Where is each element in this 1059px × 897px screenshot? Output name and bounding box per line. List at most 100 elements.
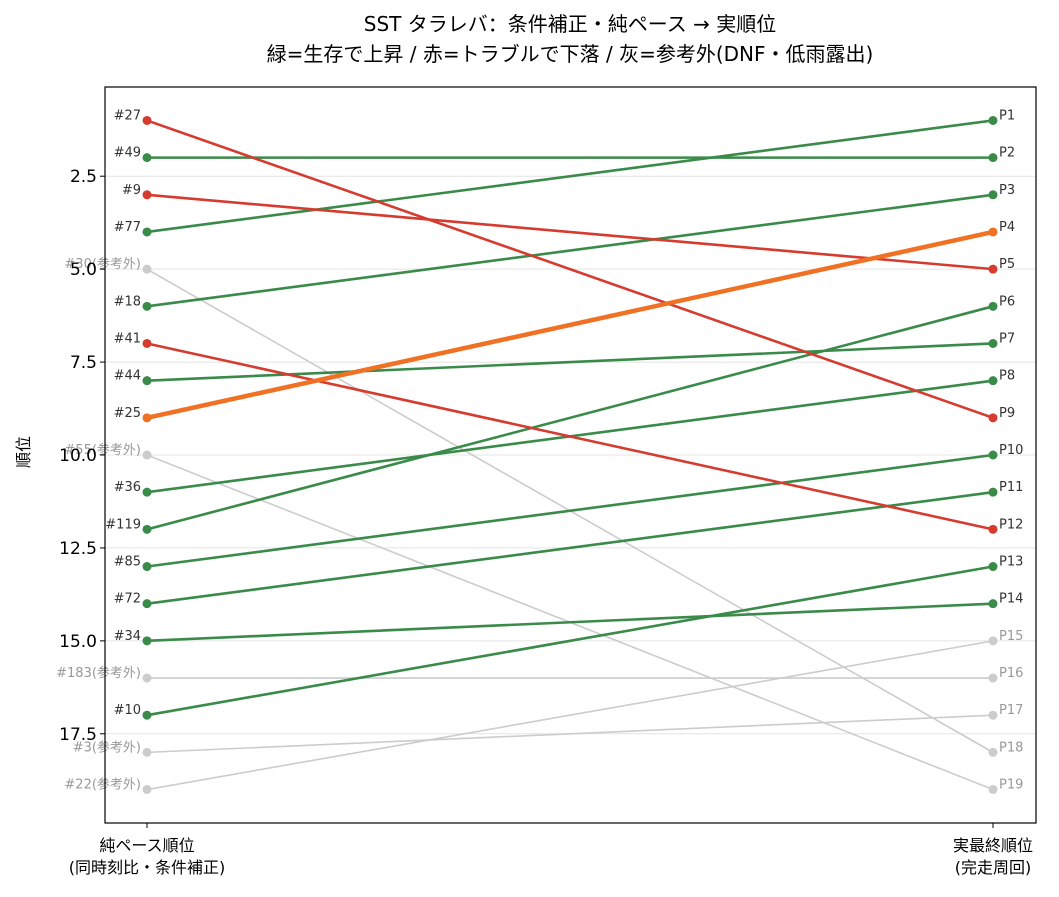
y-tick-label: 7.5 — [70, 353, 97, 373]
right-point-label: P11 — [999, 480, 1023, 495]
left-point-label: #119 — [105, 517, 141, 532]
x-axis: 純ペース順位(同時刻比・条件補正) 実最終順位(完走周回) — [69, 823, 1033, 877]
point-final — [988, 115, 998, 125]
point-final — [988, 264, 998, 274]
point-final — [988, 227, 998, 237]
point-pace — [142, 673, 152, 683]
series-line — [145, 305, 995, 531]
y-tick-label: 15.0 — [59, 632, 97, 652]
point-pace — [142, 190, 152, 200]
series-line — [145, 119, 995, 420]
left-point-label: #10 — [114, 703, 141, 718]
left-point-label: #77 — [114, 220, 141, 235]
point-final — [988, 524, 998, 534]
right-point-label: P4 — [999, 220, 1015, 235]
right-point-label: P6 — [999, 294, 1015, 309]
series-line — [145, 342, 995, 531]
series-line — [145, 193, 995, 271]
left-point-label: #36 — [114, 480, 141, 495]
point-final — [988, 636, 998, 646]
point-final — [988, 673, 998, 683]
x-tick-label: 実最終順位(完走周回) — [953, 836, 1033, 877]
left-point-label: #25 — [114, 406, 141, 421]
point-final — [988, 301, 998, 311]
y-axis-label: 順位 — [14, 436, 33, 468]
right-point-label: P7 — [999, 331, 1015, 346]
point-pace — [142, 524, 152, 534]
y-tick-label: 12.5 — [59, 539, 97, 559]
series-line — [145, 119, 995, 234]
left-point-label: #41 — [114, 331, 141, 346]
series-line — [145, 602, 995, 643]
point-pace — [142, 710, 152, 720]
point-labels: #27 #49 #9 #77 #30(参考外) #18 #41 #44 #25 #55(参考外) #… — [56, 108, 1023, 792]
y-tick-label: 5.0 — [70, 260, 97, 280]
left-point-label: #18 — [114, 294, 141, 309]
title-line-1: SST タラレバ：条件補正・純ペース → 実順位 — [364, 12, 776, 36]
right-point-label: P10 — [999, 443, 1023, 458]
left-point-label: #30(参考外) — [64, 256, 141, 272]
right-point-label: P19 — [999, 778, 1023, 793]
point-pace — [142, 599, 152, 609]
y-tick-label: 2.5 — [70, 167, 97, 187]
left-point-label: #55(参考外) — [64, 442, 141, 458]
series-line — [146, 714, 994, 754]
series-line — [145, 490, 995, 605]
series-line — [146, 640, 994, 791]
point-pace — [142, 264, 152, 274]
series-line — [145, 453, 995, 568]
point-final — [988, 562, 998, 572]
left-point-label: #44 — [114, 369, 141, 384]
right-point-label: P9 — [999, 406, 1015, 421]
point-pace — [142, 153, 152, 163]
y-tick-label: 10.0 — [59, 446, 97, 466]
left-point-label: #34 — [114, 629, 141, 644]
point-pace — [142, 487, 152, 497]
y-tick-label: 17.5 — [59, 725, 97, 745]
point-final — [988, 413, 998, 423]
point-pace — [142, 376, 152, 386]
point-final — [988, 376, 998, 386]
point-pace — [142, 562, 152, 572]
right-point-label: P3 — [999, 183, 1015, 198]
right-point-label: P16 — [999, 666, 1023, 681]
right-point-label: P13 — [999, 555, 1023, 570]
right-point-label: P8 — [999, 369, 1015, 384]
x-tick-label: 純ペース順位(同時刻比・条件補正) — [69, 836, 226, 877]
left-point-label: #183(参考外) — [56, 665, 141, 681]
right-point-label: P14 — [999, 592, 1023, 607]
right-point-label: P12 — [999, 517, 1023, 532]
left-point-label: #27 — [114, 108, 141, 123]
title-line-2: 緑=生存で上昇 / 赤=トラブルで下落 / 灰=参考外(DNF・低雨露出) — [267, 42, 874, 66]
right-point-label: P17 — [999, 703, 1023, 718]
point-final — [988, 190, 998, 200]
point-final — [988, 450, 998, 460]
right-point-label: P5 — [999, 257, 1015, 272]
left-point-label: #3(参考外) — [73, 739, 141, 755]
point-pace — [142, 227, 152, 237]
point-pace — [142, 413, 152, 423]
left-point-label: #49 — [114, 146, 141, 161]
series-line — [145, 565, 995, 717]
point-pace — [142, 785, 152, 795]
point-final — [988, 338, 998, 348]
point-pace — [142, 338, 152, 348]
point-pace — [142, 301, 152, 311]
right-point-label: P18 — [999, 740, 1023, 755]
left-point-label: #9 — [122, 183, 141, 198]
point-final — [988, 153, 998, 163]
point-final — [988, 747, 998, 757]
point-final — [988, 785, 998, 795]
point-pace — [142, 747, 152, 757]
point-pace — [142, 115, 152, 125]
right-point-label: P2 — [999, 146, 1015, 161]
series-line — [144, 229, 996, 421]
point-final — [988, 710, 998, 720]
right-point-label: P1 — [999, 108, 1015, 123]
point-final — [988, 599, 998, 609]
point-final — [988, 487, 998, 497]
point-pace — [142, 450, 152, 460]
series-line — [145, 193, 995, 308]
left-point-label: #85 — [114, 555, 141, 570]
